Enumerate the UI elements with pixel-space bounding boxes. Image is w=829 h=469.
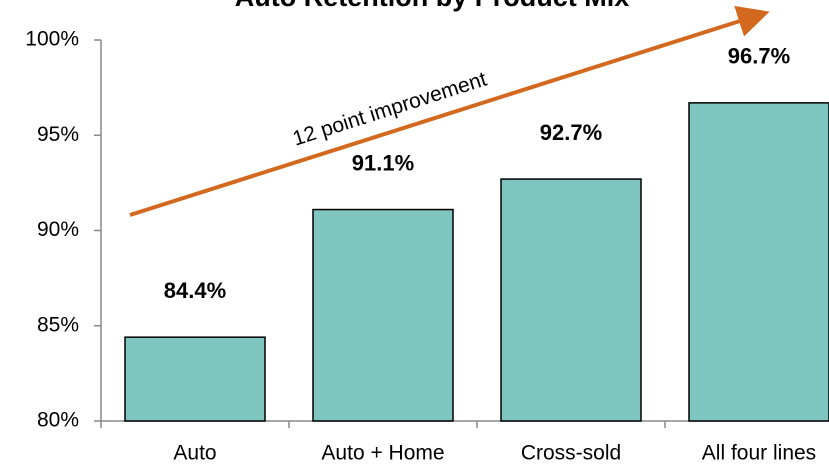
- y-tick-label: 85%: [37, 313, 79, 336]
- bar: [124, 336, 266, 422]
- y-tick-label: 95%: [37, 123, 79, 146]
- bar: [312, 208, 454, 422]
- x-tick-label: All four lines: [702, 442, 816, 465]
- y-tick-label: 80%: [37, 409, 79, 432]
- x-tick-label: Cross-sold: [521, 442, 621, 465]
- y-tick-label: 90%: [37, 218, 79, 241]
- value-label: 92.7%: [540, 120, 602, 145]
- bar: [500, 178, 642, 422]
- y-tick-label: 100%: [25, 28, 79, 51]
- value-label: 96.7%: [728, 44, 790, 69]
- value-label: 91.1%: [352, 150, 414, 175]
- x-tick-label: Auto: [173, 442, 216, 465]
- chart-title: Auto Retention by Product Mix: [235, 0, 630, 12]
- bar: [688, 102, 829, 422]
- value-label: 84.4%: [164, 278, 226, 303]
- arrow: [129, 6, 770, 217]
- x-tick-label: Auto + Home: [321, 442, 444, 465]
